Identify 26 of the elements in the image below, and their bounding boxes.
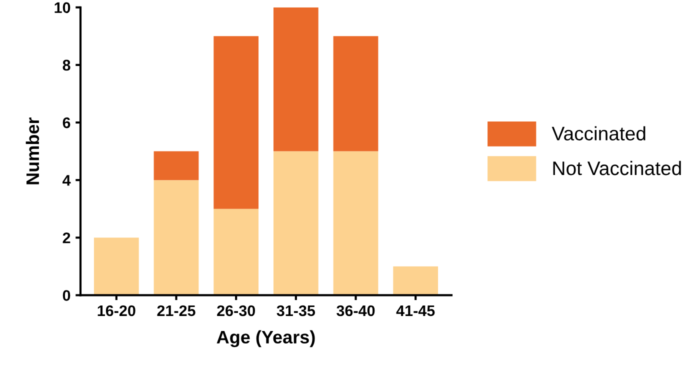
bar [154,180,199,296]
bar [154,151,199,180]
bar [214,208,259,296]
bar [333,151,378,296]
x-tick-label: 31-35 [276,305,316,316]
bar [94,238,139,296]
bar [393,266,438,296]
bar [214,36,259,209]
x-tick-label: 26-30 [217,305,255,316]
x-tick-label: 16-20 [98,305,136,316]
bar [273,151,318,296]
y-tick-label: 2 [62,232,70,244]
legend-label: Not Vaccinated [553,160,681,176]
y-tick-label: 6 [62,117,70,128]
x-tick-label: 36-40 [336,305,375,316]
y-axis-title: Number [26,117,40,184]
y-tick-label: 4 [62,175,71,186]
y-tick-label: 8 [62,60,70,71]
bar [273,7,318,152]
x-tick-label: 21-25 [157,305,196,316]
y-tick-label: 0 [62,290,70,301]
x-tick-label: 41-45 [396,305,435,316]
legend-label: Vaccinated [552,126,646,140]
x-axis-title: Age (Years) [216,330,315,348]
bar [333,36,378,152]
y-tick-label: 10 [54,2,70,14]
